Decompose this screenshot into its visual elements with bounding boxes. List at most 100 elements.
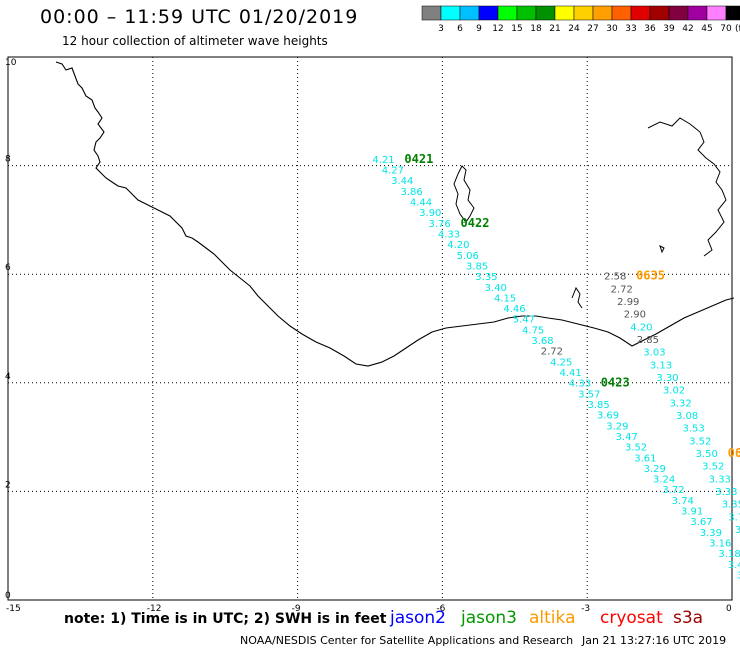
wave-height-label: 3.57 [578,389,600,400]
wave-height-label: 3.74 [672,496,694,507]
colorbar-unit: (ft) [735,24,740,34]
wave-height-label: 4.20 [630,322,652,333]
y-tick-label: 6 [5,263,11,273]
y-tick-label: 0 [5,591,11,601]
pass-time-label: 0423 [601,376,630,390]
colorbar-label: 24 [568,24,580,34]
y-tick-label: 4 [5,372,11,382]
colorbar-label: 33 [625,24,636,34]
colorbar-swatch [554,5,575,21]
wave-height-label: 3.67 [690,517,712,528]
wave-height-label: 5.06 [457,251,479,262]
y-tick-label: 2 [5,480,11,490]
colorbar-label: 9 [476,24,482,34]
wave-height-label: 3.49 [728,560,740,571]
wave-height-label: 4.41 [559,368,581,379]
wave-height-label: 3.90 [419,208,441,219]
wave-height-label: 3.33 [715,487,737,498]
wave-height-label: 3.24 [653,475,675,486]
wave-height-label: 3.44 [391,176,413,187]
colorbar-swatch [611,5,632,21]
x-tick-label: -12 [147,604,162,614]
wave-height-label: 4.33 [438,229,460,240]
wave-height-label: 3.74 [728,512,740,523]
pass-time-label: 0421 [404,152,433,166]
colorbar-swatch [478,5,499,21]
wave-height-label: 3.61 [634,453,656,464]
wave-height-label: 3.52 [625,443,647,454]
colorbar-label: 6 [457,24,463,34]
colorbar-label: 21 [549,24,560,34]
colorbar-label: 15 [511,24,522,34]
colorbar-swatch [497,5,518,21]
x-tick-label: -6 [436,604,445,614]
wave-height-label: 3.13 [650,360,672,371]
colorbar-swatch [516,5,537,21]
colorbar-label: 27 [587,24,598,34]
lake-kainji [647,117,727,257]
colorbar-label: 3 [438,24,444,34]
colorbar-label: 36 [644,24,656,34]
wave-height-label: 3.35 [722,500,740,511]
credit-line: NOAA/NESDIS Center for Satellite Applica… [240,634,574,647]
wave-height-label: 3.35 [475,272,497,283]
x-tick-label: 0 [726,604,732,614]
colorbar-swatch [440,5,461,21]
wave-height-label: 2.58 [604,272,626,283]
colorbar-swatch [630,5,651,21]
wave-height-label: 3.52 [689,436,711,447]
wave-height-label: 3.47 [616,432,638,443]
wave-height-label: 4.20 [447,240,469,251]
generated-timestamp: Jan 21 13:27:16 UTC 2019 [582,634,727,647]
colorbar-label: 70 [720,24,732,34]
legend-jason3: jason3 [461,608,517,628]
y-tick-label: 10 [5,58,17,68]
wave-height-label: 3.50 [696,449,718,460]
colorbar-label: 45 [701,24,712,34]
wave-height-label: 3.08 [676,411,698,422]
wave-height-label: 3.91 [681,507,703,518]
colorbar-swatch [706,5,727,21]
wave-height-label: 4.46 [503,304,525,315]
legend-altika: altika [529,608,576,628]
wave-height-label: 3.76 [429,219,451,230]
wave-height-label: 3.43 [737,570,740,581]
wave-height-label: 3.72 [662,485,684,496]
pass-time-label: 0635 [636,269,665,283]
x-tick-label: -15 [6,604,21,614]
wave-height-label: 3.33 [709,474,731,485]
pass-time-label: 0634 [728,446,740,460]
wave-height-label: 4.15 [494,293,516,304]
wave-height-label: 2.72 [611,284,633,295]
wave-height-label: 4.44 [410,198,432,209]
colorbar-swatch [459,5,480,21]
wave-height-label: 2.99 [617,297,639,308]
wave-height-label: 3.29 [644,464,666,475]
wave-height-label: 5.47 [513,315,535,326]
wave-height-label: 3.29 [606,421,628,432]
lake-volta [453,165,475,223]
footnote: note: 1) Time is in UTC; 2) SWH is in fe… [64,611,387,627]
wave-height-label: 4.33 [569,379,591,390]
grid-lines [8,57,732,600]
wave-height-label: 3.53 [683,424,705,435]
colorbar-swatch [687,5,708,21]
plot-frame [7,56,733,601]
page-title: 00:00 – 11:59 UTC 01/20/2019 [40,6,359,28]
wave-height-label: 3.30 [656,373,678,384]
wave-height-label: 2.72 [541,347,563,358]
coastline-bight-detail [571,286,583,309]
wave-height-label: 3.16 [709,539,731,550]
wave-height-label: 3.46 [735,525,740,536]
wave-height-label: 3.39 [700,528,722,539]
wave-height-label: 4.75 [522,325,544,336]
colorbar-swatch [649,5,670,21]
wave-height-label: 4.25 [550,357,572,368]
wave-height-label: 3.18 [718,549,740,560]
wave-height-label: 2.90 [624,310,646,321]
lake-small [659,245,665,254]
colorbar-swatch [592,5,613,21]
axis-ticks: -15 -12 -9 -6 -3 0 0 2 4 6 8 10 [5,58,732,614]
wave-height-label: 3.69 [597,411,619,422]
